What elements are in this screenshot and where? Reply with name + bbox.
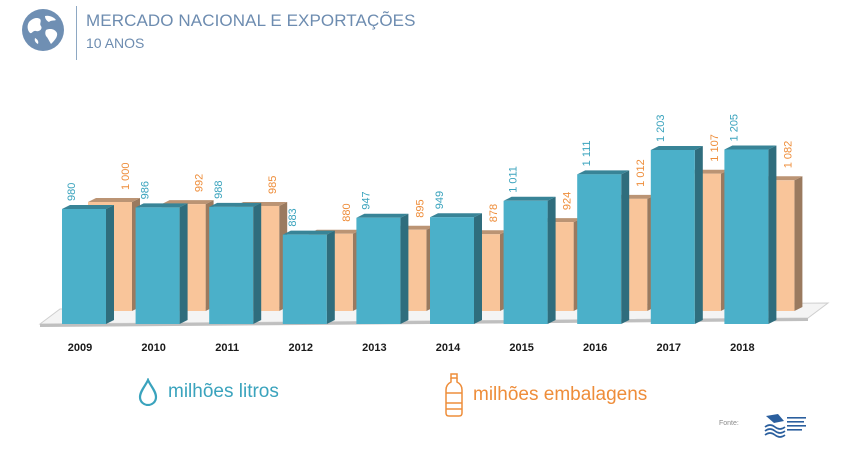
bar-litros-2018-side [768, 145, 777, 324]
page-subtitle: 10 ANOS [86, 35, 145, 51]
bar-litros-2013-side [400, 213, 409, 324]
x-tick-label-2013: 2013 [362, 342, 386, 354]
bar-litros-2015 [503, 200, 548, 324]
bar-litros-2009 [62, 209, 106, 324]
data-label-embalagens-2012: 880 [341, 203, 353, 221]
bar-litros-2017 [650, 149, 695, 324]
bar-litros-2014-side [474, 213, 482, 324]
data-label-litros-2010: 986 [140, 181, 152, 199]
bar-litros-2010-top [135, 203, 188, 208]
x-tick-label-2016: 2016 [583, 342, 607, 354]
bar-litros-2017-top [650, 145, 703, 150]
bar-litros-2016 [577, 174, 622, 324]
bar-litros-2015-top [503, 196, 556, 201]
bar-litros-2009-top [62, 205, 114, 210]
bar-litros-2016-side [621, 170, 630, 324]
bar-litros-2011-top [209, 202, 262, 207]
bottle-icon [445, 373, 463, 417]
bar-litros-2012-side [326, 230, 335, 324]
bar-embalagens-2010-top [161, 200, 214, 205]
bar-litros-2010 [135, 207, 180, 324]
bar-litros-2011-side [253, 202, 262, 324]
x-tick-label-2011: 2011 [215, 342, 239, 354]
legend-label-litros: milhões litros [168, 381, 279, 402]
bar-litros-2009-side [106, 205, 114, 324]
data-label-litros-2013: 947 [360, 191, 372, 209]
page-title: MERCADO NACIONAL E EXPORTAÇÕES [86, 11, 416, 30]
bar-litros-2011 [209, 206, 254, 324]
legend-item-embalagens: milhões embalagens [443, 373, 647, 417]
bar-litros-2014-top [430, 213, 482, 218]
bar-embalagens-2018-side [794, 176, 803, 311]
header: MERCADO NACIONAL E EXPORTAÇÕES 10 ANOS [0, 0, 847, 62]
globe-icon [22, 9, 64, 51]
x-tick-label-2012: 2012 [289, 342, 313, 354]
bar-litros-2013 [356, 217, 401, 324]
x-tick-label-2017: 2017 [657, 342, 681, 354]
bar-litros-2010-side [179, 203, 188, 324]
data-label-embalagens-2016: 1 012 [635, 159, 647, 187]
data-label-litros-2012: 883 [287, 208, 299, 226]
association-logo [764, 414, 806, 438]
data-label-litros-2011: 988 [213, 181, 225, 199]
data-label-litros-2016: 1 111 [581, 140, 593, 166]
data-label-embalagens-2017: 1 107 [709, 134, 721, 162]
data-label-litros-2017: 1 203 [655, 114, 667, 142]
header-divider [76, 6, 77, 60]
bar-litros-2018 [724, 149, 769, 324]
data-label-litros-2014: 949 [434, 191, 446, 209]
bar-litros-2012-top [282, 230, 335, 235]
bar-litros-2013-top [356, 213, 409, 218]
x-tick-label-2014: 2014 [436, 342, 461, 354]
legend-item-litros: milhões litros [138, 378, 279, 406]
data-label-embalagens-2018: 1 082 [782, 141, 794, 169]
data-label-litros-2015: 1 011 [508, 166, 520, 193]
legend-label-embalagens: milhões embalagens [473, 384, 648, 405]
data-label-embalagens-2010: 992 [194, 174, 206, 192]
water-drop-icon [138, 378, 158, 406]
data-label-embalagens-2011: 985 [267, 176, 279, 194]
data-label-litros-2018: 1 205 [728, 114, 740, 142]
bar-litros-2018-top [724, 145, 777, 150]
x-tick-label-2018: 2018 [730, 342, 754, 354]
data-label-embalagens-2015: 924 [562, 192, 574, 210]
x-tick-label-2015: 2015 [509, 342, 533, 354]
x-tick-label-2009: 2009 [68, 342, 92, 354]
bar-litros-2015-side [547, 196, 556, 324]
data-label-embalagens-2014: 878 [488, 204, 500, 222]
bar-litros-2016-top [577, 170, 630, 175]
x-tick-label-2010: 2010 [141, 342, 165, 354]
bar-embalagens-2009-top [88, 198, 140, 202]
bar-litros-2014 [430, 217, 474, 324]
source-label: Fonte: [719, 420, 739, 427]
bar-litros-2017-side [694, 145, 703, 324]
data-label-litros-2009: 980 [66, 183, 78, 201]
bar-litros-2012 [282, 234, 327, 324]
data-label-embalagens-2013: 895 [414, 199, 426, 217]
data-label-embalagens-2009: 1 000 [120, 162, 132, 190]
